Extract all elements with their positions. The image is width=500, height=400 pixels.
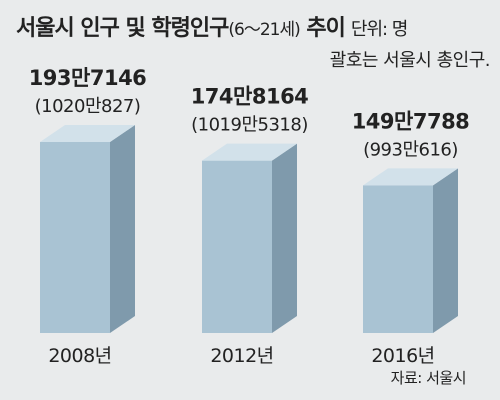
value-label: 149만7788 [352,109,470,133]
category-label: 2008년 [48,345,111,367]
total-label: (1019만5318) [191,115,308,136]
total-label: (993만616) [363,139,458,160]
value-label: 193만7146 [29,66,147,90]
source-label: 자료: 서울시 [390,369,467,387]
bar-front [40,142,110,333]
bar-top [363,168,458,186]
title-end: 추이 [306,16,345,41]
chart-title: 서울시 인구 및 학령인구(6～21세) 추이 단위: 명 [16,12,492,47]
category-label: 2016년 [371,345,434,367]
unit-note: 괄호는 서울시 총인구. [329,50,491,71]
title-age-range: (6～21세) [228,20,300,40]
category-label: 2012년 [210,345,273,367]
chart-header: 서울시 인구 및 학령인구(6～21세) 추이 단위: 명 [16,12,492,47]
bar-front [202,160,272,333]
bar-front [363,185,433,333]
bar-side [110,125,135,333]
bar-top [40,125,135,142]
total-label: (1020만827) [35,96,141,117]
title-main: 서울시 인구 및 학령인구 [16,16,229,41]
unit-label: 단위: 명 [350,19,408,40]
value-label: 174만8164 [191,85,309,109]
bar-top [202,143,297,161]
bar-side [272,143,297,333]
bar-side [433,168,458,333]
